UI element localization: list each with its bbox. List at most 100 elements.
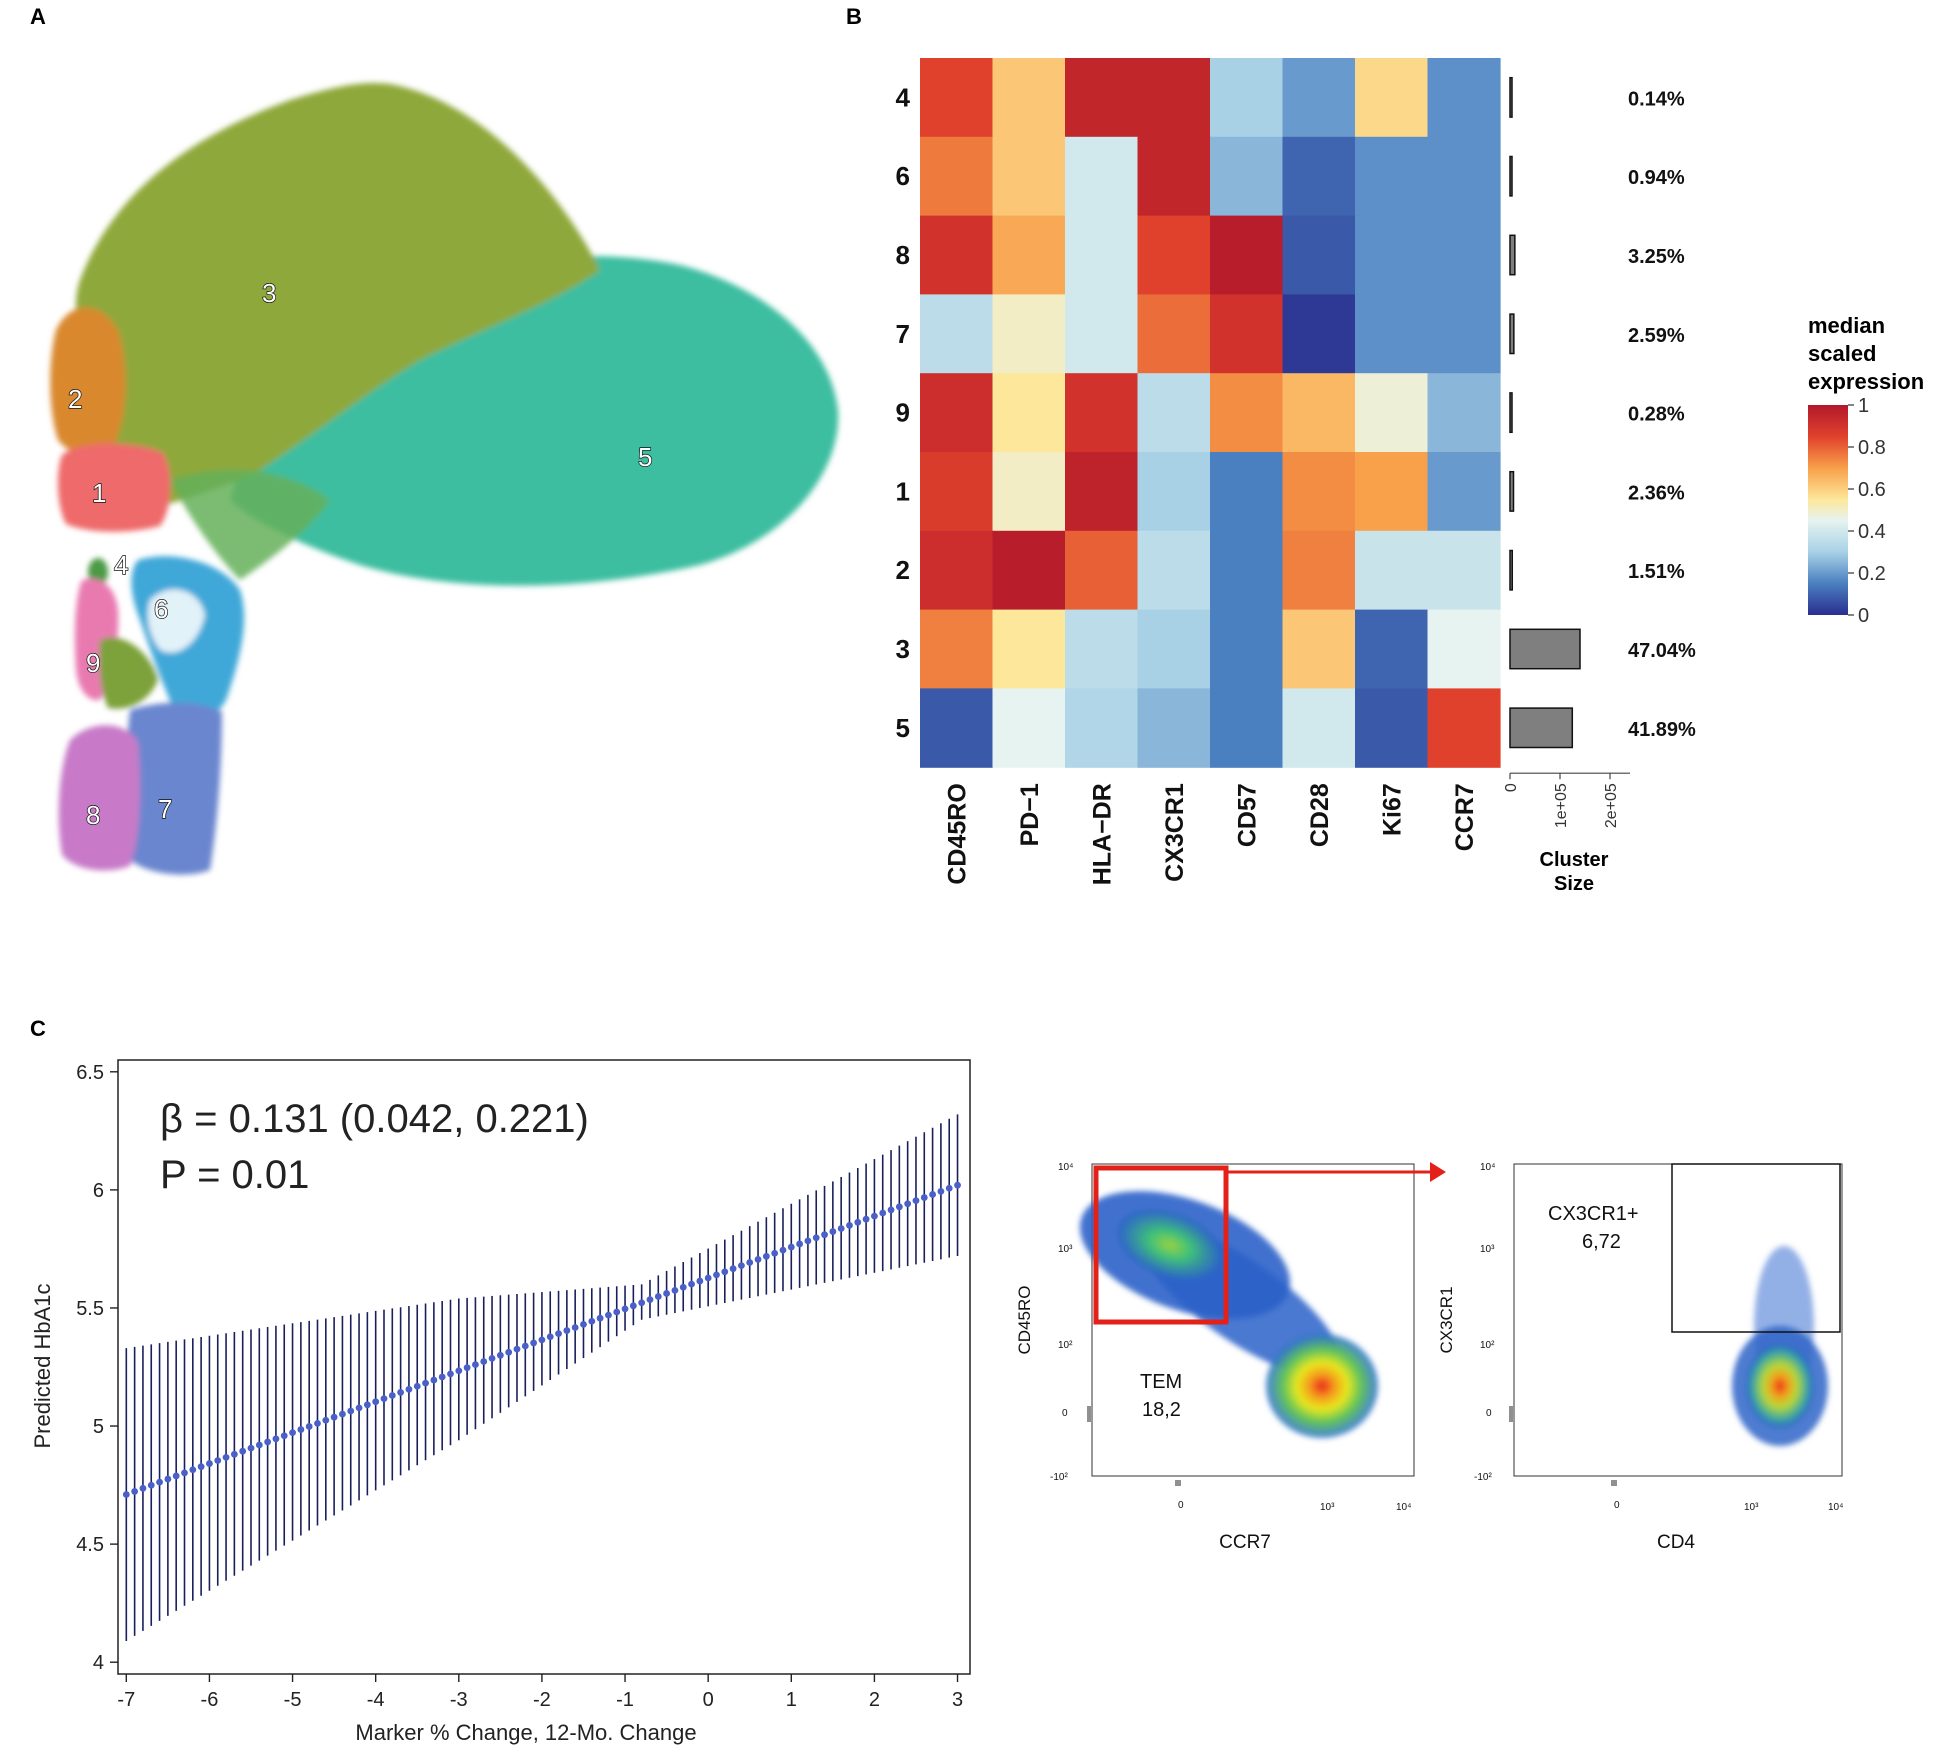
cluster-percent-label: 41.89% [1628,719,1696,741]
predicted-point [704,1274,712,1282]
heatmap-cell-6-0 [920,136,994,217]
predicted-point [812,1234,820,1242]
predicted-point [347,1407,355,1415]
tem-gate[interactable] [1093,1165,1229,1325]
predicted-point [945,1184,953,1192]
cluster-size-bar [1509,392,1513,434]
y-tick-label: 6.5 [76,1062,104,1084]
x-tick-label: 2 [869,1689,880,1711]
flow-right-xlabel: CD4 [1657,1532,1695,1553]
heatmap-cell-9-2 [1065,373,1139,453]
predicted-point [438,1373,446,1381]
predicted-point [605,1311,612,1319]
plot-frame [117,1059,971,1675]
umap-cluster-2-region [50,307,126,457]
predicted-point [455,1367,463,1375]
cluster-percent-label: 3.25% [1628,246,1685,268]
predicted-point [413,1382,421,1390]
predicted-point [688,1280,695,1288]
heatmap-cell-1-5 [1282,452,1356,532]
flow-right-ytick-4: 0 [1486,1408,1492,1419]
cluster-size-bar [1509,470,1515,512]
heatmap-cell-6-1 [992,136,1066,217]
heatmap-cell-9-7 [1427,373,1501,453]
heatmap-cell-2-5 [1282,530,1356,611]
heatmap-cell-6-5 [1282,136,1356,217]
predicted-point [255,1441,263,1449]
predicted-point [463,1364,471,1372]
predicted-point [596,1314,604,1322]
legend-tick-label: 0.8 [1858,437,1886,459]
heatmap-row-label: 8 [896,240,910,270]
cx3cr1-gate-label: CX3CR1+ [1548,1203,1639,1225]
x-tick-label: 0 [703,1689,714,1711]
heatmap-cell-4-5 [1282,58,1356,138]
heatmap-cell-6-2 [1065,136,1139,217]
annotation-p: P = 0.01 [160,1153,309,1197]
umap-label-4: 4 [114,550,128,580]
cluster-size-bar [1509,628,1581,670]
predicted-point [754,1256,762,1263]
predicted-point [314,1419,321,1427]
heatmap-row-label: 1 [896,476,910,506]
predicted-point [388,1392,396,1399]
panel-label-a: A [30,4,46,29]
heatmap-cell-7-3 [1137,294,1211,374]
flow-right-ytick-5: -10² [1474,1472,1492,1483]
predicted-point [904,1200,912,1208]
legend-title-line2: scaled [1808,341,1877,366]
heatmap-cell-8-4 [1210,215,1284,295]
predicted-point [239,1447,247,1455]
cluster-percent-label: 1.51% [1628,561,1685,583]
heatmap-cell-8-2 [1065,215,1139,295]
predicted-point [430,1376,438,1384]
flow-left-ytick-3: 10² [1058,1340,1073,1351]
cluster-percent-label: 0.28% [1628,404,1685,426]
y-tick-label: 5 [93,1416,104,1438]
predicted-point [862,1215,870,1223]
y-axis-label: Predicted HbA1c [30,1283,55,1448]
heatmap-cell-1-2 [1065,452,1139,532]
predicted-point [621,1305,629,1313]
cluster-percent-label: 47.04% [1628,640,1696,662]
heatmap-cell-1-0 [920,452,994,532]
heatmap-cell-4-2 [1065,58,1139,138]
heatmap-cell-2-2 [1065,530,1139,611]
predicted-point [372,1398,380,1406]
x-axis-label: Marker % Change, 12-Mo. Change [355,1720,696,1745]
cx3cr1-gate[interactable] [1671,1163,1841,1333]
predicted-point [156,1478,163,1486]
heatmap-row-label: 5 [896,713,910,743]
predicted-point [804,1237,812,1245]
heatmap-cell-3-3 [1137,609,1211,689]
predicted-point [580,1320,587,1328]
predicted-point [297,1426,305,1433]
predicted-point [555,1330,562,1338]
predicted-point [646,1296,654,1304]
hba1c-plot: -7 -6 -5 -4 -3 -2 -1 0 1 2 3 4 4.5 5 5.5 6 6.5 β = 0.13… [30,1059,971,1745]
heatmap-cell-7-2 [1065,294,1139,374]
heatmap-cell-7-4 [1210,294,1284,374]
heatmap-cell-4-0 [920,58,994,138]
heatmap-col-label: Ki67 [1378,783,1406,836]
predicted-point [779,1246,787,1254]
heatmap-row-label: 7 [896,319,910,349]
predicted-point [505,1348,513,1356]
heatmap-cell-1-3 [1137,452,1211,532]
heatmap-cell-2-7 [1427,530,1501,611]
heatmap-cell-8-1 [992,215,1066,295]
predicted-point [272,1435,280,1443]
heatmap-cell-5-1 [992,688,1066,768]
heatmap-cell-9-3 [1137,373,1211,453]
heatmap-cell-8-0 [920,215,994,295]
heatmap-cell-8-6 [1355,215,1429,295]
heatmap-row-label: 4 [896,82,911,112]
predicted-point [264,1438,272,1446]
umap-cluster-3-region [75,82,601,511]
heatmap-cell-2-3 [1137,530,1211,611]
y-tick-label: 6 [93,1180,104,1202]
predicted-point [571,1324,579,1331]
heatmap-row-label: 9 [896,398,910,428]
flow-left-ytick-2: 10³ [1058,1244,1073,1255]
